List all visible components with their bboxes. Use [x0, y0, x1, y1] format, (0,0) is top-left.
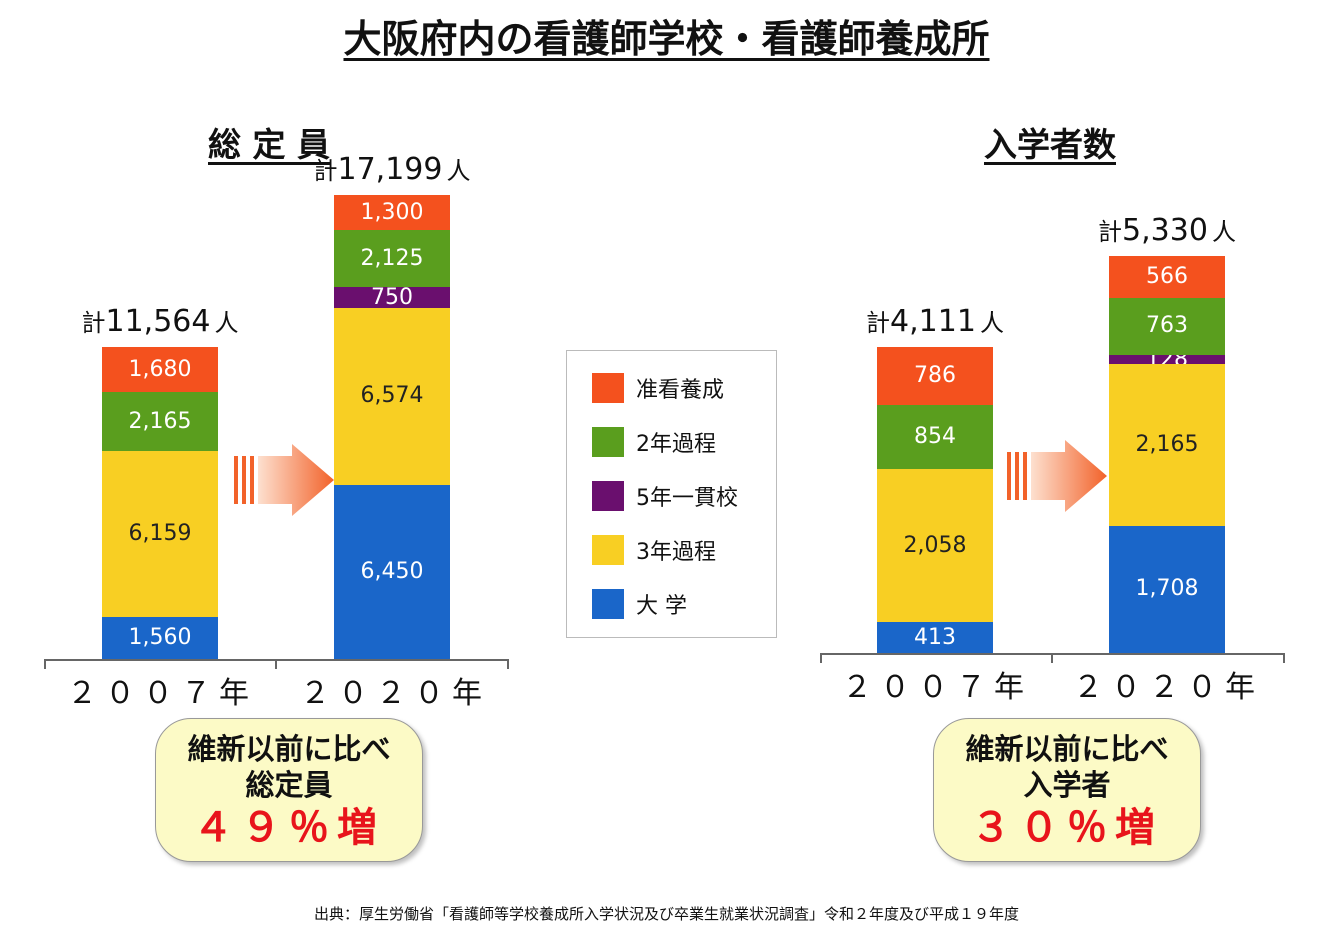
total-value: 5,330	[1122, 212, 1208, 248]
legend-swatch	[592, 481, 624, 511]
x-label-2020: ２０２０年	[1073, 670, 1263, 705]
legend-swatch	[592, 427, 624, 457]
bar-segment: 128	[1109, 354, 1225, 365]
data-label: 6,574	[360, 383, 424, 409]
bar-segment: 2,165	[1109, 364, 1225, 526]
legend: 准看養成 2年過程 5年一貫校 3年過程 大 学	[566, 350, 777, 638]
data-label: 2,058	[903, 532, 967, 558]
callout-line: 維新以前に比べ	[965, 732, 1169, 766]
bar-segment: 6,450	[334, 484, 450, 659]
total-prefix: 計	[1098, 217, 1123, 246]
bar-segment: 786	[877, 346, 993, 406]
legend-label: 准看養成	[636, 378, 725, 403]
axis-tick	[1283, 653, 1285, 663]
legend-swatch	[592, 589, 624, 619]
legend-item: 5年一貫校	[592, 481, 738, 511]
stacked-bar: 6,450 6,574 750 2,125 1,300	[334, 194, 450, 659]
bar-segment: 854	[877, 405, 993, 469]
total-suffix: 人	[214, 309, 239, 337]
chart-title-enrollment: 入学者数	[984, 125, 1116, 164]
legend-swatch	[592, 535, 624, 565]
legend-item: 2年過程	[592, 427, 716, 457]
data-label: 786	[914, 362, 956, 388]
legend-item: 准看養成	[592, 373, 724, 403]
data-label: 1,560	[128, 624, 192, 650]
total-value: 4,111	[890, 303, 976, 339]
legend-label: 3年過程	[636, 540, 716, 565]
axis-tick	[44, 659, 46, 669]
bar-segment: 750	[334, 287, 450, 308]
axis-tick	[507, 659, 509, 669]
data-label: 413	[914, 624, 956, 650]
legend-label: 大 学	[636, 594, 687, 619]
callout-line: 維新以前に比べ	[187, 732, 391, 766]
increase-arrow-icon	[1007, 440, 1107, 512]
increase-arrow-icon	[234, 444, 334, 516]
data-label: 2,165	[1135, 432, 1199, 458]
source-note: 出典：厚生労働省「看護師等学校養成所入学状況及び卒業生就業状況調査」令和２年度及…	[313, 905, 1019, 923]
total-suffix: 人	[446, 156, 471, 185]
callout-capacity: 維新以前に比べ 総定員 ４９％増	[155, 718, 423, 862]
data-label: 128	[1146, 355, 1188, 365]
bar-segment: 1,300	[334, 194, 450, 231]
data-label: 2,125	[360, 245, 424, 271]
total-label: 計17,199 人	[292, 151, 492, 187]
stacked-bar: 413 2,058 854 786	[877, 346, 993, 653]
data-label: 854	[914, 424, 956, 450]
data-label: 1,300	[360, 199, 424, 225]
callout-line: 総定員	[245, 768, 333, 802]
total-prefix: 計	[866, 308, 891, 337]
bar-segment: 6,574	[334, 307, 450, 485]
x-label-2007: ２００７年	[842, 670, 1032, 705]
total-value: 17,199	[337, 151, 443, 187]
callout-line: 入学者	[1023, 768, 1111, 802]
data-label: 6,450	[360, 558, 424, 584]
total-suffix: 人	[979, 308, 1004, 337]
total-label: 計11,564 人	[60, 303, 260, 339]
data-label: 1,708	[1135, 576, 1199, 602]
bar-segment: 6,159	[102, 450, 218, 617]
total-suffix: 人	[1211, 217, 1236, 246]
x-label-2020: ２０２０年	[300, 676, 490, 711]
callout-percent: ３０％増	[971, 805, 1163, 851]
x-label-2007: ２００７年	[67, 676, 257, 711]
bar-segment: 2,165	[102, 392, 218, 451]
data-label: 1,680	[128, 356, 192, 382]
total-value: 11,564	[105, 304, 211, 339]
stacked-bar: 1,708 2,165 128 763 566	[1109, 255, 1225, 653]
legend-item: 大 学	[592, 589, 687, 619]
chart-title-capacity: 総 定 員	[208, 125, 330, 164]
legend-item: 3年過程	[592, 535, 716, 565]
data-label: 566	[1146, 263, 1188, 289]
bar-segment: 2,058	[877, 468, 993, 623]
legend-label: 5年一貫校	[636, 486, 738, 511]
data-label: 6,159	[128, 520, 192, 546]
bar-segment: 2,125	[334, 230, 450, 288]
callout-enrollment: 維新以前に比べ 入学者 ３０％増	[933, 718, 1201, 862]
total-prefix: 計	[81, 309, 106, 337]
bar-segment: 566	[1109, 255, 1225, 299]
total-label: 計4,111 人	[835, 303, 1035, 339]
total-label: 計5,330 人	[1067, 212, 1267, 248]
axis-tick	[820, 653, 822, 663]
data-label: 750	[371, 287, 413, 308]
data-label: 2,165	[128, 408, 192, 434]
bar-segment: 763	[1109, 298, 1225, 355]
bar-segment: 413	[877, 622, 993, 653]
page-title: 大阪府内の看護師学校・看護師養成所	[343, 17, 990, 61]
callout-percent: ４９％増	[193, 805, 385, 851]
legend-label: 2年過程	[636, 432, 716, 457]
bar-segment: 1,560	[102, 616, 218, 659]
bar-segment: 1,680	[102, 347, 218, 393]
stacked-bar: 1,560 6,159 2,165 1,680	[102, 347, 218, 659]
bar-segment: 1,708	[1109, 525, 1225, 653]
total-prefix: 計	[313, 156, 338, 185]
data-label: 763	[1146, 313, 1188, 339]
axis-tick	[275, 659, 277, 669]
axis-tick	[1051, 653, 1053, 663]
legend-swatch	[592, 373, 624, 403]
